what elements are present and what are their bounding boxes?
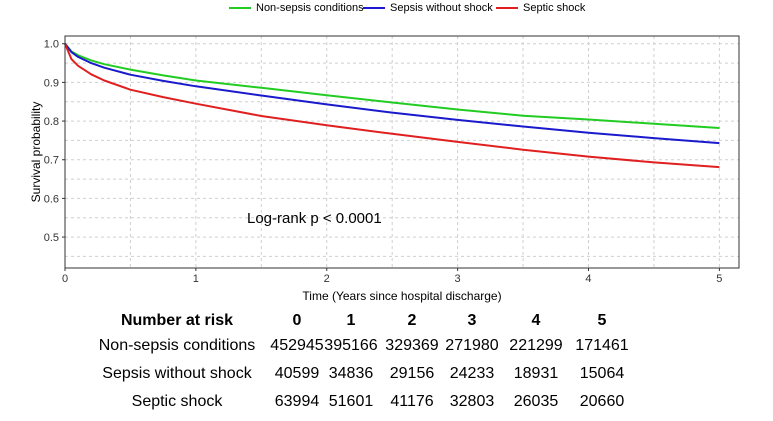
x-tick-label: 0 xyxy=(62,273,68,285)
risk-cell: 452945 xyxy=(270,337,324,354)
risk-cell: 18931 xyxy=(513,365,559,382)
legend-swatch-green xyxy=(229,7,251,9)
series-lines xyxy=(64,43,720,169)
legend-item-septic-shock: Septic shock xyxy=(496,1,585,15)
x-axis-label: Time (Years since hospital discharge) xyxy=(302,289,501,303)
x-tick-label: 3 xyxy=(455,273,461,285)
risk-column-header: 3 xyxy=(467,312,477,329)
grid-lines xyxy=(64,36,739,268)
log-rank-annotation: Log-rank p < 0.0001 xyxy=(247,210,382,227)
y-tick-label: 0.5 xyxy=(44,232,59,244)
risk-column-header: 0 xyxy=(292,312,302,329)
risk-cell: 34836 xyxy=(328,365,374,382)
number-at-risk-table: Number at risk 0 1 2 3 4 5 Non-sepsis conditio… xyxy=(0,310,773,420)
risk-cell: 329369 xyxy=(385,337,439,354)
legend: Non-sepsis conditions Sepsis without sho… xyxy=(0,0,773,16)
risk-cell: 32803 xyxy=(449,393,495,410)
risk-cell: 40599 xyxy=(274,365,320,382)
legend-swatch-red xyxy=(496,7,518,9)
axis-ticks: 0 1 2 3 4 5 0.5 0.6 0.7 0.8 0.9 1.0 xyxy=(44,39,723,285)
risk-column-header: 5 xyxy=(597,312,607,329)
x-tick-label: 4 xyxy=(585,273,591,285)
risk-cell: 26035 xyxy=(513,393,559,410)
risk-cell: 395166 xyxy=(324,337,378,354)
series-line-2 xyxy=(64,43,720,169)
plot-frame xyxy=(64,35,740,269)
risk-cell: 271980 xyxy=(445,337,499,354)
risk-cell: 221299 xyxy=(509,337,563,354)
risk-cell: 63994 xyxy=(274,393,320,410)
risk-row-label: Septic shock xyxy=(131,393,223,410)
x-tick-label: 2 xyxy=(324,273,330,285)
risk-table-title: Number at risk xyxy=(120,312,234,329)
risk-cell: 41176 xyxy=(390,393,434,410)
x-tick-label: 5 xyxy=(716,273,722,285)
y-tick-label: 0.7 xyxy=(44,155,59,167)
y-tick-label: 1.0 xyxy=(44,39,59,51)
risk-row-label: Non-sepsis conditions xyxy=(98,337,256,354)
y-axis-label: Survival probability xyxy=(29,102,43,203)
risk-cell: 24233 xyxy=(449,365,495,382)
risk-column-header: 1 xyxy=(346,312,356,329)
risk-column-header: 2 xyxy=(407,312,417,329)
risk-cell: 171461 xyxy=(575,337,629,354)
legend-label-septic-shock: Septic shock xyxy=(523,2,586,14)
legend-swatch-blue xyxy=(363,7,385,9)
risk-cell: 20660 xyxy=(579,393,625,410)
risk-column-header: 4 xyxy=(531,312,541,329)
series-line-0 xyxy=(64,43,720,129)
risk-cell: 15064 xyxy=(579,365,625,382)
x-tick-label: 1 xyxy=(193,273,199,285)
legend-item-sepsis-without-shock: Sepsis without shock xyxy=(363,1,493,15)
series-line-1 xyxy=(64,43,720,145)
risk-cell: 29156 xyxy=(389,365,435,382)
y-tick-label: 0.9 xyxy=(44,77,59,89)
survival-chart: 0 1 2 3 4 5 0.5 0.6 0.7 0.8 0.9 1.0 Time (Years sin… xyxy=(29,35,740,303)
legend-label-sepsis-without-shock: Sepsis without shock xyxy=(390,2,493,14)
legend-item-non-sepsis: Non-sepsis conditions xyxy=(229,1,364,15)
y-tick-label: 0.8 xyxy=(44,116,59,128)
y-tick-label: 0.6 xyxy=(44,193,59,205)
legend-label-non-sepsis: Non-sepsis conditions xyxy=(256,2,364,14)
risk-cell: 51601 xyxy=(328,393,374,410)
risk-row-label: Sepsis without shock xyxy=(102,365,252,382)
